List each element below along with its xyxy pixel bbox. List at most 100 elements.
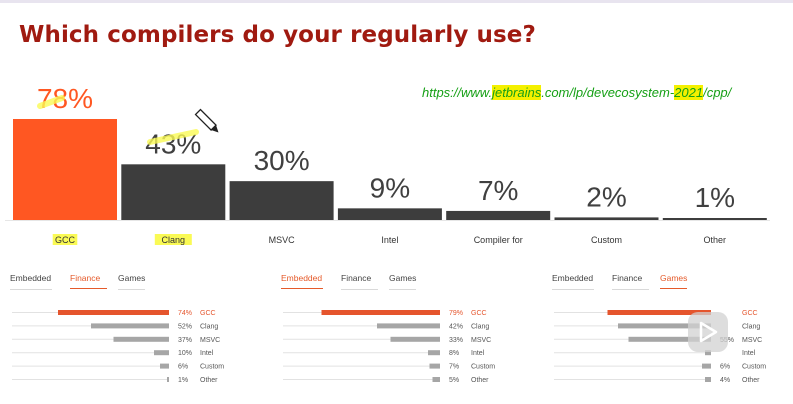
category-label-other: Other [471,377,489,384]
category-label-msvc: MSVC [269,235,296,245]
finance-bar-chart: 74% GCC 52% Clang 37% MSVC 10% Intel 6% Custom 1% O… [12,310,224,384]
tab-bar: Embedded Finance Games [552,268,793,290]
url-segment: .com/lp/devecosystem- [541,85,675,100]
category-label-other: Other [704,235,727,245]
bar-clang [377,323,440,329]
value-label-compiler-for: 7% [478,175,518,206]
bar-gcc [607,310,711,315]
category-label-other: Other [742,377,760,384]
bar-custom [702,363,711,369]
highlighter-stroke [147,129,199,145]
category-label-intel: Intel [471,350,485,357]
category-label-gcc: GCC [471,310,487,317]
video-play-watermark[interactable] [688,312,728,352]
tab-divider [10,289,52,290]
value-label-other: 5% [449,377,459,384]
play-icon [699,321,718,343]
bar-gcc [321,310,440,315]
bar-clang [91,323,169,329]
url-segment-highlighted: jetbrains [492,85,542,100]
category-label-gcc: GCC [55,235,76,245]
tab-divider [118,289,145,290]
highlighter-stroke [37,95,65,109]
tab-embedded[interactable]: Embedded [281,273,323,283]
tab-divider [612,289,649,290]
tab-divider [341,289,378,290]
bar-other [432,377,440,382]
bar-clang [121,164,226,220]
bar-intel [428,350,440,356]
bar-other [705,377,711,382]
tab-games[interactable]: Games [118,273,146,283]
value-label-other: 1% [695,182,735,213]
category-label-intel: Intel [381,235,398,245]
tab-divider [389,289,416,290]
active-tab-underline [70,288,107,289]
value-label-intel: 9% [370,172,410,203]
value-label-custom: 2% [586,181,626,212]
bar-clang [618,323,711,329]
bar-custom [429,363,440,369]
value-label-custom: 6% [720,364,730,371]
value-label-clang: 52% [178,323,192,330]
url-segment: /cpp/ [703,85,732,100]
category-label-msvc: MSVC [200,337,220,344]
value-label-msvc: 33% [449,337,463,344]
bar-intel [337,208,442,220]
category-label-clang: Clang [471,323,489,330]
value-label-msvc: 37% [178,337,192,344]
pencil-body [194,108,217,131]
category-label-custom: Custom [742,364,766,371]
top-border [0,0,793,3]
bar-msvc [229,181,334,220]
bar-other [167,377,169,382]
bar-gcc [58,310,169,315]
category-label-custom: Custom [591,235,622,245]
url-segment-highlighted: 2021 [674,85,704,100]
category-label-other: Other [200,377,218,384]
active-tab-underline [660,288,687,289]
bar-gcc [13,119,117,220]
value-label-other: 4% [720,377,730,384]
value-label-other: 1% [178,377,188,384]
slide-title: Which compilers do your regularly use? [19,22,536,48]
value-label-custom: 6% [178,364,188,371]
finance-panel: Embedded Finance Games 74% GCC 52% Clang 37% MS… [10,268,255,393]
bar-msvc [113,336,169,342]
tab-games[interactable]: Games [389,273,417,283]
tab-bar: Embedded Finance Games [10,268,255,290]
url-segment: https://www. [422,85,493,100]
category-label-gcc: GCC [742,310,758,317]
source-url-link[interactable]: https://www.jetbrains.com/lp/devecosyste… [422,85,731,100]
tab-finance[interactable]: Finance [341,273,372,283]
tab-finance[interactable]: Finance [612,273,643,283]
bar-custom [554,217,659,220]
bar-other [662,218,767,220]
bar-compiler-for [446,210,551,220]
bar-intel [705,350,711,356]
category-label-msvc: MSVC [742,337,762,344]
bar-intel [154,350,169,356]
value-label-msvc: 30% [254,145,310,176]
embedded-panel: Embedded Finance Games 79% GCC 42% Clang 33% MS… [281,268,526,393]
tab-bar: Embedded Finance Games [281,268,526,290]
tab-divider [552,289,594,290]
value-label-gcc: 74% [178,310,192,317]
category-label-intel: Intel [200,350,214,357]
tab-finance[interactable]: Finance [70,273,101,283]
value-label-custom: 7% [449,364,459,371]
category-label-gcc: GCC [200,310,216,317]
category-label-clang: Clang [162,235,186,245]
tab-embedded[interactable]: Embedded [552,273,594,283]
tab-games[interactable]: Games [660,273,688,283]
category-label-clang: Clang [200,323,218,330]
tab-embedded[interactable]: Embedded [10,273,52,283]
value-label-clang: 42% [449,323,463,330]
bar-custom [160,363,169,369]
category-label-clang: Clang [742,323,760,330]
value-label-intel: 8% [449,350,459,357]
value-label-gcc: 79% [449,310,463,317]
value-label-gcc: 78% [37,83,93,114]
